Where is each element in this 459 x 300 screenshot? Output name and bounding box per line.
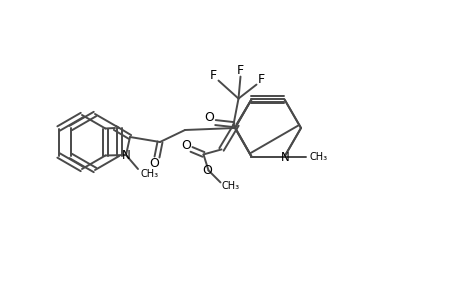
Text: O: O [202, 164, 212, 177]
Text: N: N [280, 151, 289, 164]
Text: CH₃: CH₃ [221, 182, 239, 191]
Text: O: O [204, 111, 214, 124]
Text: O: O [149, 157, 159, 169]
Text: F: F [257, 73, 264, 86]
Text: F: F [236, 64, 244, 77]
Text: F: F [209, 69, 217, 82]
Text: CH₃: CH₃ [141, 169, 159, 179]
Text: O: O [181, 139, 191, 152]
Text: N: N [121, 148, 130, 161]
Text: CH₃: CH₃ [309, 152, 327, 162]
